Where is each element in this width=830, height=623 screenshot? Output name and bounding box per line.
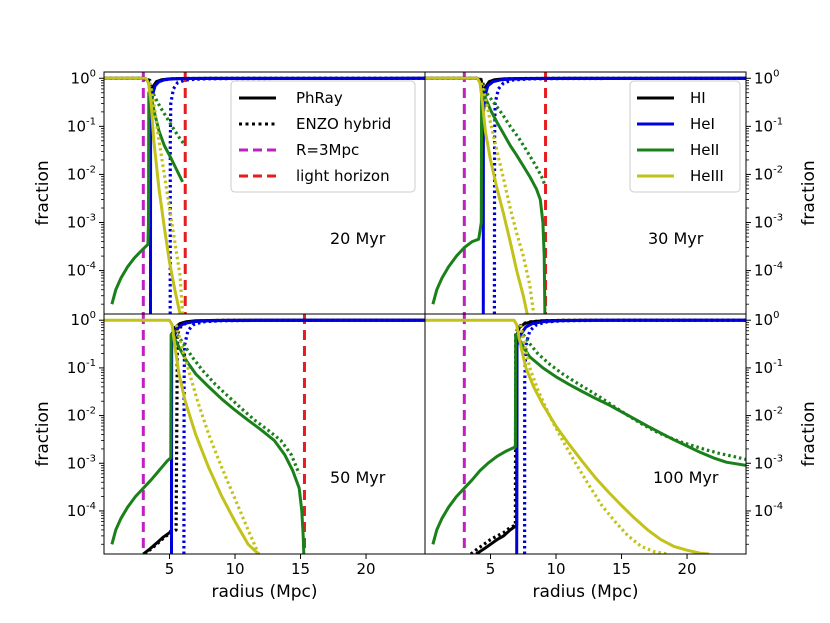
series-hei-enzo	[182, 318, 425, 554]
series-heii-phray	[110, 333, 306, 554]
x-tick-label: 5	[486, 560, 496, 578]
legend-label: light horizon	[296, 167, 390, 185]
y-tick-label: 10-3	[67, 453, 96, 472]
legend-box	[629, 80, 741, 193]
y-tick-label: 100	[754, 68, 779, 87]
x-tick-label: 10	[546, 560, 565, 578]
legend-label: HeI	[690, 115, 715, 133]
x-axis-label: radius (Mpc)	[211, 582, 317, 602]
time-label: 30 Myr	[648, 229, 704, 248]
y-tick-label: 10-2	[754, 406, 783, 425]
y-tick-label: 10-2	[754, 164, 783, 183]
x-tick-label: 15	[291, 560, 310, 578]
series-heii-phray	[431, 333, 746, 545]
y-tick-label: 10-1	[754, 116, 783, 135]
y-tick-label: 10-2	[67, 164, 96, 183]
plot-area	[425, 72, 746, 314]
y-axis-label: fraction	[33, 160, 53, 225]
time-label: 50 Myr	[330, 468, 386, 487]
plot-area	[104, 314, 425, 554]
series-hei-enzo	[492, 76, 746, 314]
legend-styles: PhRay ENZO hybrid R=3Mpc light horizon	[230, 80, 416, 193]
series-hi-enzo	[143, 318, 425, 554]
legend-label: HI	[690, 89, 706, 107]
y-axis-label: fraction	[33, 401, 53, 466]
series-heii-enzo	[172, 329, 301, 475]
x-tick-label: 5	[165, 560, 175, 578]
panel-bottom-right: 100 Myr 100 10-1 10-2 10-3 10-4 fraction 5 10 15 2…	[424, 310, 819, 602]
series-heii-phray	[431, 91, 547, 314]
series-hei-enzo	[168, 76, 425, 314]
series-heiii-phray	[104, 76, 182, 314]
series-hei-phray	[515, 318, 746, 554]
series-heii-phray	[110, 91, 184, 305]
plot-area	[425, 314, 746, 554]
time-label: 100 Myr	[653, 468, 719, 487]
series-heiii-phray	[425, 76, 529, 314]
series-hi-enzo	[425, 76, 746, 100]
x-axis-label: radius (Mpc)	[532, 582, 638, 602]
legend-species: HI HeI HeII HeIII	[629, 80, 741, 193]
panel-bottom-left: 50 Myr 100 10-1 10-2 10-3 10-4 fraction 5 10 15 20…	[33, 310, 426, 602]
y-tick-label: 10-4	[754, 501, 783, 520]
plot-area	[104, 72, 425, 314]
y-tick-label: 10-1	[67, 116, 96, 135]
y-tick-label: 10-3	[754, 453, 783, 472]
y-tick-label: 100	[71, 68, 96, 87]
series-heii-enzo	[521, 333, 746, 462]
y-axis-label: fraction	[799, 401, 819, 466]
series-heii-enzo	[149, 88, 187, 147]
series-heiii-enzo	[479, 82, 536, 314]
panel-top-left: 20 Myr 100 10-1 10-2 10-3 10-4 fraction	[33, 68, 426, 315]
y-tick-label: 10-4	[67, 501, 96, 520]
time-label: 20 Myr	[330, 229, 386, 248]
y-tick-label: 100	[754, 310, 779, 329]
x-tick-label: 15	[612, 560, 631, 578]
series-heii-enzo	[482, 88, 547, 186]
legend-label: ENZO hybrid	[296, 115, 391, 133]
series-heiii-enzo	[519, 324, 668, 554]
legend-label: PhRay	[296, 89, 343, 107]
legend-label: HeIII	[690, 167, 724, 185]
series-heiii-enzo	[174, 324, 261, 554]
y-tick-label: 10-4	[754, 261, 783, 280]
series-heiii-phray	[425, 318, 710, 554]
x-tick-label: 20	[356, 560, 375, 578]
y-tick-label: 10-1	[754, 358, 783, 377]
x-tick-label: 10	[225, 560, 244, 578]
panel-top-right: 30 Myr 100 10-1 10-2 10-3 10-4 fraction	[424, 68, 819, 315]
series-heiii-phray	[104, 318, 260, 554]
y-tick-label: 10-4	[67, 261, 96, 280]
series-hei-phray	[481, 76, 746, 314]
panel-frame	[424, 313, 747, 555]
y-tick-label: 100	[71, 310, 96, 329]
y-axis-label: fraction	[799, 160, 819, 225]
y-tick-label: 10-3	[754, 213, 783, 232]
series-heiii-enzo	[148, 82, 185, 314]
legend-label: R=3Mpc	[296, 141, 359, 159]
series-hei-enzo	[522, 318, 746, 554]
y-tick-label: 10-2	[67, 406, 96, 425]
x-tick-label: 20	[677, 560, 696, 578]
legend-box	[230, 80, 416, 193]
series-hi-enzo	[469, 318, 746, 554]
legend-label: HeII	[690, 141, 719, 159]
y-tick-label: 10-3	[67, 213, 96, 232]
y-tick-label: 10-1	[67, 358, 96, 377]
